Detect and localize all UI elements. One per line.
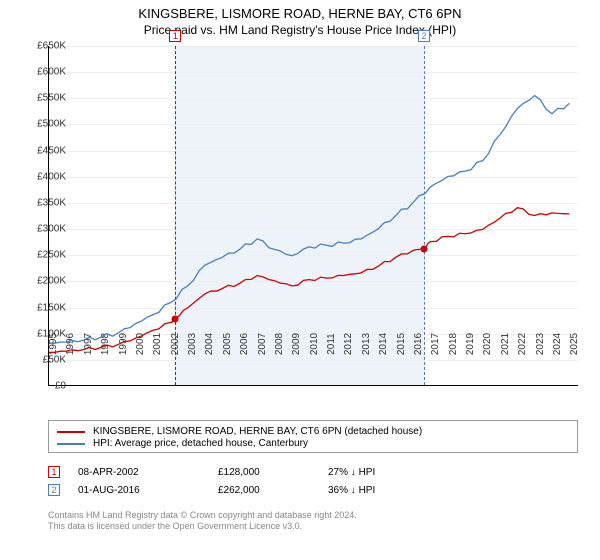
legend-swatch-hpi xyxy=(57,443,85,445)
title-block: KINGSBERE, LISMORE ROAD, HERNE BAY, CT6 … xyxy=(0,0,600,38)
price-line xyxy=(49,208,569,353)
sale-point-dot xyxy=(420,245,427,252)
sale-pct-value-2: 36% xyxy=(328,485,348,496)
sale-pct-1: 27% ↓ HPI xyxy=(328,467,408,478)
sale-pct-value-1: 27% xyxy=(328,467,348,478)
sale-price-1: £128,000 xyxy=(218,467,328,478)
down-arrow-icon: ↓ xyxy=(351,467,356,478)
legend-row-price: KINGSBERE, LISMORE ROAD, HERNE BAY, CT6 … xyxy=(57,426,569,437)
chart-subtitle: Price paid vs. HM Land Registry's House … xyxy=(0,23,600,39)
footer: Contains HM Land Registry data © Crown c… xyxy=(48,510,578,533)
sale-marker-1: 1 xyxy=(48,466,60,478)
hpi-line xyxy=(49,96,569,344)
plot-region: 12 xyxy=(48,46,578,386)
sale-date-2: 01-AUG-2016 xyxy=(78,485,218,496)
sale-marker-2: 2 xyxy=(48,484,60,496)
legend-row-hpi: HPI: Average price, detached house, Cant… xyxy=(57,438,569,449)
sale-pct-2: 36% ↓ HPI xyxy=(328,485,408,496)
legend: KINGSBERE, LISMORE ROAD, HERNE BAY, CT6 … xyxy=(48,420,578,453)
sale-row-1: 1 08-APR-2002 £128,000 27% ↓ HPI xyxy=(48,463,578,481)
sale-point-dot xyxy=(172,316,179,323)
sale-marker-box: 2 xyxy=(418,30,430,42)
sale-price-2: £262,000 xyxy=(218,485,328,496)
footer-line-1: Contains HM Land Registry data © Crown c… xyxy=(48,510,578,521)
chart-container: KINGSBERE, LISMORE ROAD, HERNE BAY, CT6 … xyxy=(0,0,600,560)
legend-swatch-price xyxy=(57,431,85,433)
legend-label-price: KINGSBERE, LISMORE ROAD, HERNE BAY, CT6 … xyxy=(93,426,422,437)
sales-table: 1 08-APR-2002 £128,000 27% ↓ HPI 2 01-AU… xyxy=(48,463,578,499)
legend-label-hpi: HPI: Average price, detached house, Cant… xyxy=(93,438,308,449)
sale-date-1: 08-APR-2002 xyxy=(78,467,218,478)
footer-line-2: This data is licensed under the Open Gov… xyxy=(48,521,578,532)
sale-marker-box: 1 xyxy=(169,30,181,42)
sale-row-2: 2 01-AUG-2016 £262,000 36% ↓ HPI xyxy=(48,481,578,499)
sale-suffix-1: HPI xyxy=(359,467,376,478)
sale-suffix-2: HPI xyxy=(359,485,376,496)
chart-lines xyxy=(49,46,578,385)
chart-title: KINGSBERE, LISMORE ROAD, HERNE BAY, CT6 … xyxy=(0,6,600,23)
down-arrow-icon: ↓ xyxy=(351,485,356,496)
